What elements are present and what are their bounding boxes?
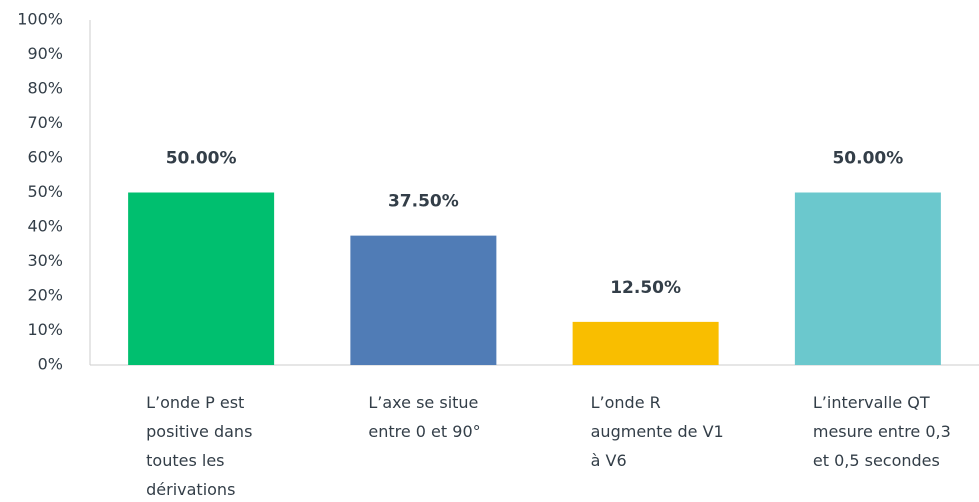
x-tick-label: L’onde R augmente de V1 à V6 [590,393,724,470]
value-label: 50.00% [832,149,903,169]
y-tick-label: 80% [27,79,63,98]
x-tick-label: L’intervalle QT mesure entre 0,3 et 0,5 … [812,393,951,470]
value-label: 37.50% [388,192,459,212]
y-tick-label: 100% [17,10,63,29]
y-tick-label: 70% [27,113,63,132]
y-tick-label: 10% [27,320,63,339]
bar [350,235,497,365]
y-tick-label: 30% [27,251,63,270]
bar [128,192,275,365]
bar [794,192,941,365]
y-tick-label: 20% [27,286,63,305]
x-tick-label: L’axe se situe entre 0 et 90° [368,393,481,441]
value-label: 12.50% [610,278,681,298]
value-label: 50.00% [166,149,237,169]
x-tick-label: L’onde P est positive dans toutes les dé… [146,393,253,499]
y-tick-label: 0% [38,355,63,374]
y-tick-label: 90% [27,44,63,63]
y-tick-label: 50% [27,182,63,201]
y-tick-label: 40% [27,217,63,236]
y-tick-label: 60% [27,148,63,167]
bar [572,321,719,365]
